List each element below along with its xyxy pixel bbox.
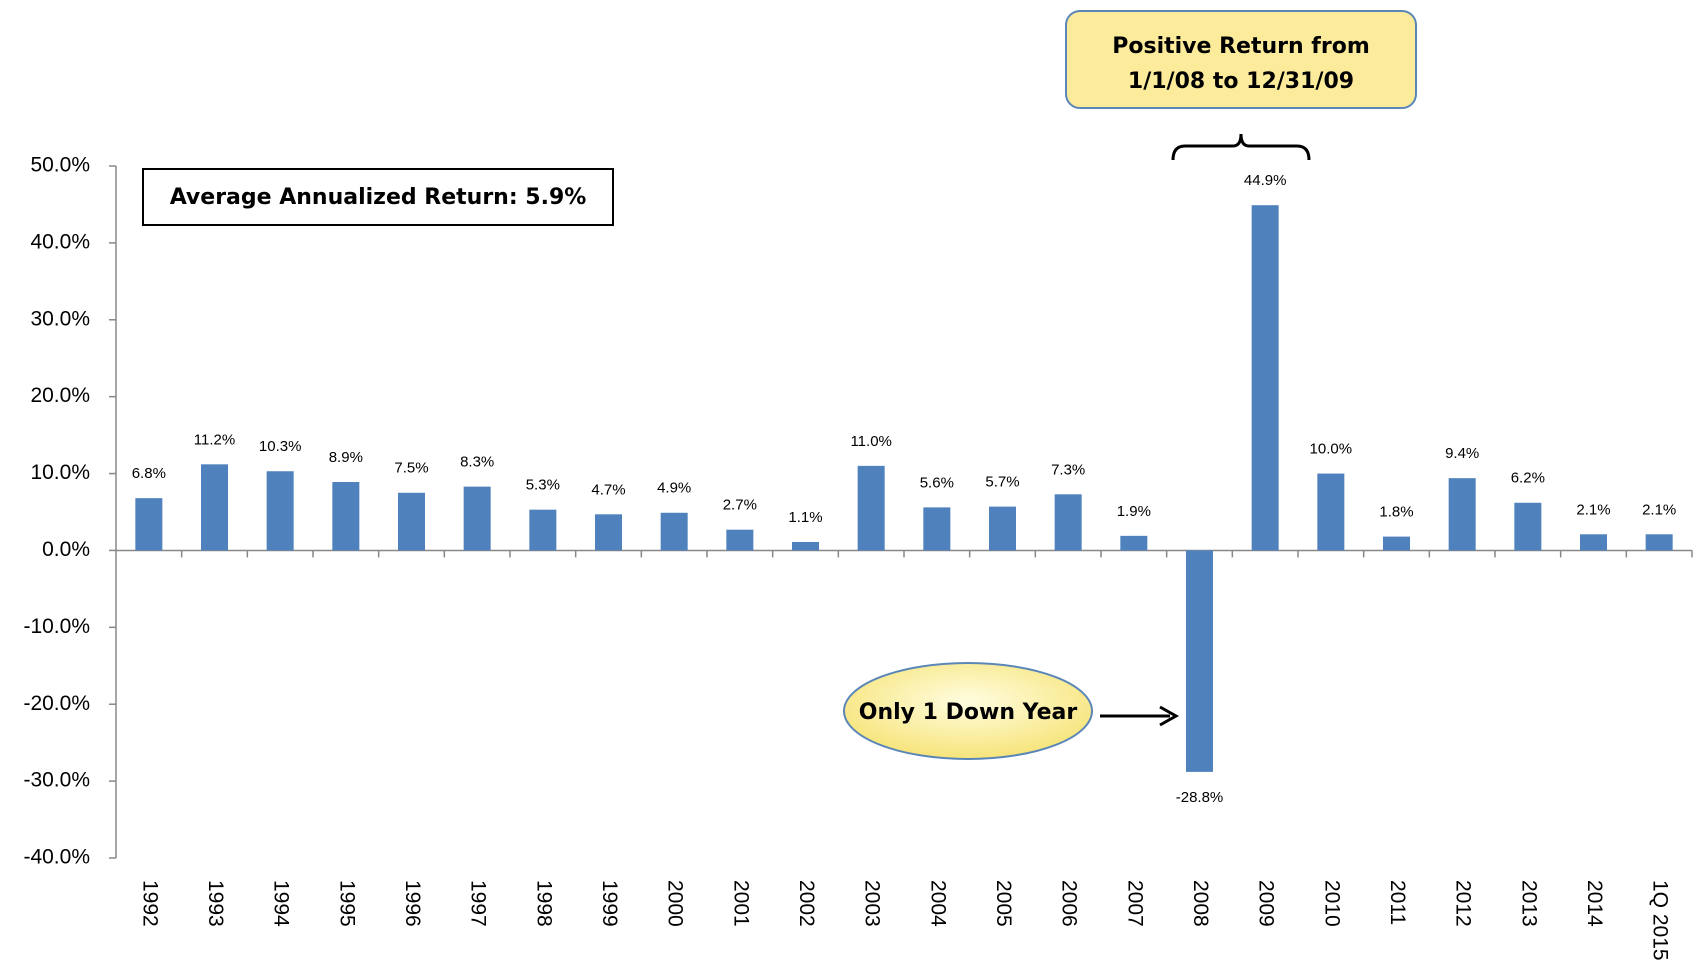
x-tick-label: 2009 bbox=[1255, 880, 1278, 927]
value-label: 4.7% bbox=[591, 481, 625, 498]
bar bbox=[1514, 502, 1542, 551]
value-label: 9.4% bbox=[1445, 445, 1479, 462]
y-tick-label: 40.0% bbox=[30, 230, 90, 253]
bar bbox=[857, 465, 885, 551]
bar bbox=[1383, 536, 1410, 551]
x-tick-label: 1998 bbox=[532, 880, 555, 927]
value-label: 11.0% bbox=[850, 433, 891, 450]
y-tick-label: 20.0% bbox=[30, 384, 90, 407]
bar bbox=[923, 507, 951, 551]
value-label: 6.2% bbox=[1511, 470, 1545, 487]
x-tick-label: 2011 bbox=[1386, 880, 1409, 925]
value-label: 8.3% bbox=[460, 454, 494, 471]
x-tick-label: 1994 bbox=[270, 880, 293, 927]
y-tick-label: 10.0% bbox=[30, 461, 90, 484]
y-tick-label: 0.0% bbox=[42, 538, 90, 561]
value-label: 1.8% bbox=[1379, 504, 1413, 521]
x-tick-label: 2013 bbox=[1517, 880, 1540, 927]
value-label: 11.2% bbox=[194, 431, 235, 448]
callout-line-1: Positive Return from bbox=[1112, 34, 1370, 59]
value-label: 7.5% bbox=[394, 460, 428, 477]
value-label: 5.3% bbox=[526, 477, 560, 494]
bar bbox=[1120, 535, 1148, 551]
bar bbox=[1186, 550, 1213, 772]
x-tick-label: 2012 bbox=[1452, 880, 1475, 927]
average-annotation: Average Annualized Return: 5.9% bbox=[170, 185, 587, 210]
x-tick-label: 1996 bbox=[401, 880, 424, 927]
callout-line-2: 1/1/08 to 12/31/09 bbox=[1128, 69, 1354, 94]
x-tick-label: 1993 bbox=[204, 880, 227, 927]
x-tick-label: 2002 bbox=[795, 880, 818, 927]
bar bbox=[398, 492, 425, 551]
x-tick-label: 1999 bbox=[598, 880, 621, 927]
bar bbox=[1580, 534, 1607, 551]
value-label: 10.3% bbox=[259, 438, 302, 455]
value-label: 2.1% bbox=[1576, 501, 1610, 518]
x-tick-label: 2004 bbox=[926, 880, 949, 927]
down-year-ellipse bbox=[843, 662, 1093, 760]
x-tick-label: 2010 bbox=[1320, 880, 1343, 927]
x-tick-label: 2001 bbox=[729, 880, 752, 927]
value-label: 44.9% bbox=[1244, 172, 1287, 189]
value-label: 2.1% bbox=[1642, 501, 1676, 518]
bar bbox=[529, 509, 557, 551]
value-label: 5.6% bbox=[920, 474, 954, 491]
x-tick-label: 2008 bbox=[1189, 880, 1212, 927]
y-tick-label: -10.0% bbox=[23, 615, 90, 638]
y-tick-label: 50.0% bbox=[30, 154, 90, 177]
y-tick-label: -40.0% bbox=[23, 846, 90, 869]
bar bbox=[1317, 473, 1345, 551]
value-label: 8.9% bbox=[329, 449, 363, 466]
bar bbox=[266, 471, 294, 551]
x-tick-label: 2006 bbox=[1058, 880, 1081, 927]
bar bbox=[1251, 205, 1279, 551]
bar bbox=[1054, 494, 1082, 551]
value-label: 5.7% bbox=[985, 474, 1019, 491]
y-tick-label: -20.0% bbox=[23, 692, 90, 715]
down-year-annotation: Only 1 Down Year bbox=[859, 700, 1078, 725]
bar bbox=[989, 506, 1016, 551]
x-tick-label: 1995 bbox=[335, 880, 358, 927]
x-tick-label: 2000 bbox=[664, 880, 687, 927]
brace bbox=[1171, 133, 1311, 161]
bar bbox=[135, 498, 163, 551]
value-label: 6.8% bbox=[132, 465, 166, 482]
value-label: 2.7% bbox=[723, 497, 757, 514]
bar bbox=[201, 464, 228, 551]
value-label: 1.1% bbox=[788, 509, 822, 526]
bar bbox=[1645, 534, 1673, 551]
x-tick-label: 1992 bbox=[138, 880, 161, 927]
value-label: -28.8% bbox=[1176, 789, 1224, 806]
callout-box bbox=[1065, 10, 1417, 109]
value-label: 1.9% bbox=[1117, 503, 1151, 520]
bar bbox=[726, 529, 754, 551]
value-label: 7.3% bbox=[1051, 461, 1085, 478]
x-tick-label: 2005 bbox=[992, 880, 1015, 927]
x-tick-label: 2007 bbox=[1123, 880, 1146, 927]
average-box bbox=[142, 168, 614, 226]
bar bbox=[1448, 478, 1476, 551]
value-label: 4.9% bbox=[657, 480, 691, 497]
bar bbox=[660, 512, 688, 551]
y-tick-label: 30.0% bbox=[30, 307, 90, 330]
x-tick-label: 2014 bbox=[1583, 880, 1606, 927]
x-tick-label: 1Q 2015 bbox=[1649, 880, 1672, 961]
bar bbox=[595, 514, 622, 551]
bar bbox=[332, 482, 360, 551]
bar bbox=[463, 486, 491, 551]
y-tick-label: -30.0% bbox=[23, 769, 90, 792]
arrow-head bbox=[1159, 705, 1180, 727]
value-label: 10.0% bbox=[1310, 441, 1353, 458]
x-tick-label: 1997 bbox=[467, 880, 490, 927]
x-tick-label: 2003 bbox=[861, 880, 884, 927]
bar bbox=[792, 541, 819, 551]
